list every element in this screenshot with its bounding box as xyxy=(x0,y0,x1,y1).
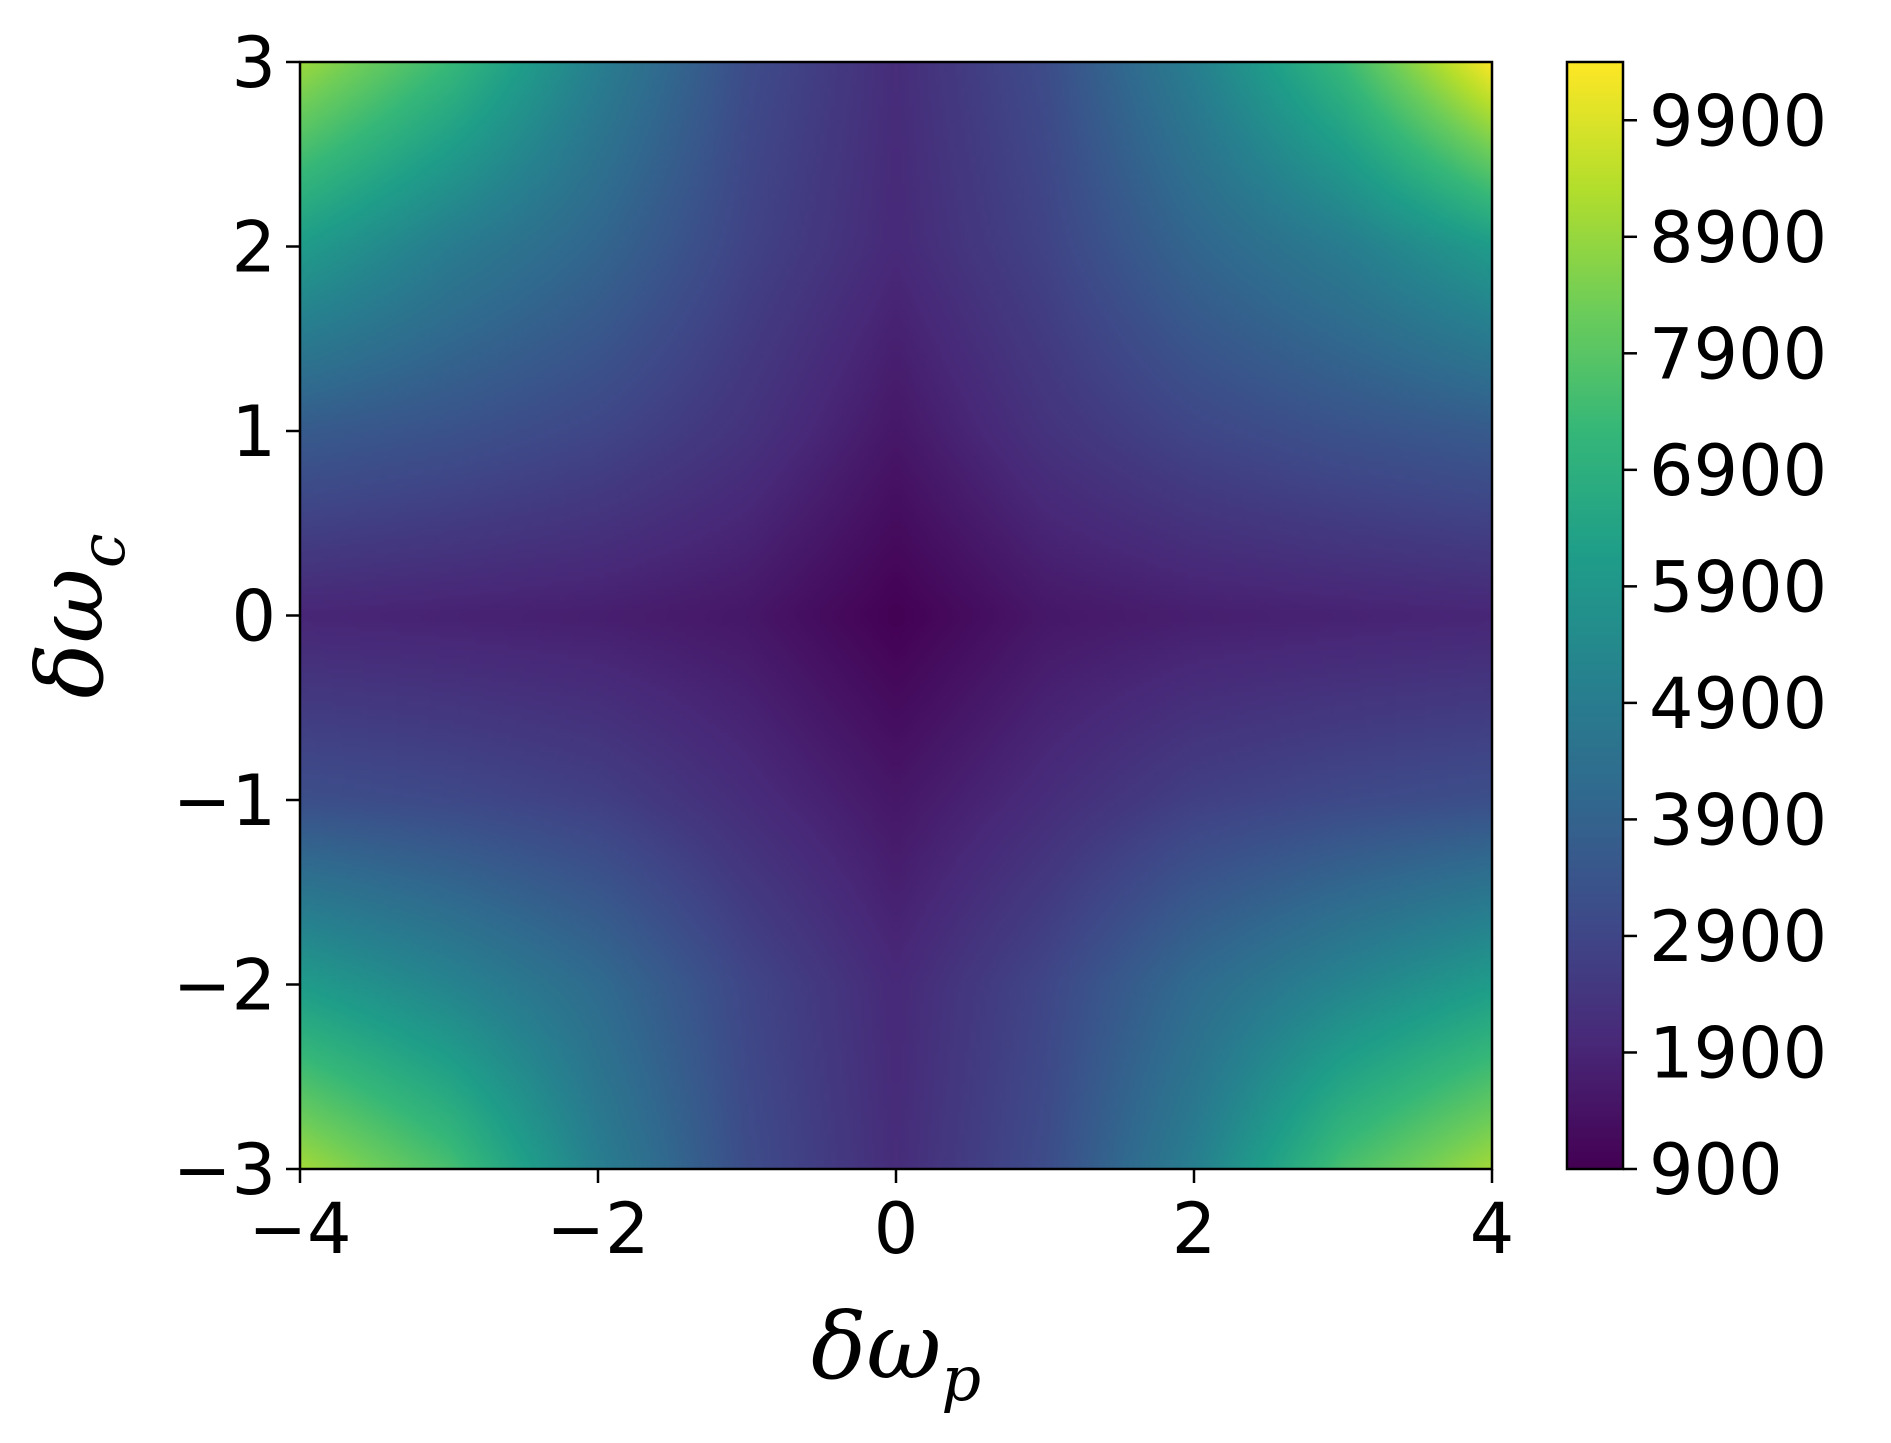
colorbar-tick-label: 900 xyxy=(1649,1129,1783,1211)
colorbar-tick-label: 3900 xyxy=(1649,779,1827,861)
y-tick-label: 3 xyxy=(231,22,276,104)
x-axis: −4 −2 0 2 4 xyxy=(248,1169,1514,1270)
colorbar-tick-label: 6900 xyxy=(1649,430,1827,512)
y-axis-label: δωc xyxy=(17,533,139,698)
y-tick-label: 0 xyxy=(231,576,276,658)
colorbar-tick-label: 9900 xyxy=(1649,80,1827,162)
colorbar-ticks: 900 1900 2900 3900 4900 5900 6900 7900 8900 9900 xyxy=(1623,80,1827,1211)
x-tick-label: 2 xyxy=(1172,1188,1217,1270)
y-tick-label: 2 xyxy=(231,207,276,289)
x-axis-label-subscript: p xyxy=(941,1342,981,1415)
colorbar-tick-label: 8900 xyxy=(1649,197,1827,279)
y-tick-label: −3 xyxy=(173,1129,276,1211)
colorbar-tick-label: 5900 xyxy=(1649,546,1827,628)
x-axis-label: δωp xyxy=(811,1293,981,1415)
y-axis-label-subscript: c xyxy=(66,533,139,568)
colorbar-tick-label: 2900 xyxy=(1649,896,1827,978)
colorbar: 900 1900 2900 3900 4900 5900 6900 7900 8900 9900 xyxy=(1565,60,1827,1211)
x-tick-label: 4 xyxy=(1470,1188,1515,1270)
x-tick-label: −4 xyxy=(248,1188,351,1270)
y-axis: −3 −2 −1 0 1 2 3 xyxy=(173,22,300,1211)
heatmap-surface xyxy=(300,62,1492,1169)
colorbar-tick-label: 7900 xyxy=(1649,313,1827,395)
colorbar-gradient xyxy=(1567,62,1623,1169)
y-tick-label: 1 xyxy=(231,391,276,473)
y-tick-label: −1 xyxy=(173,760,276,842)
x-tick-label: 0 xyxy=(874,1188,919,1270)
x-axis-label-base: δω xyxy=(811,1293,941,1400)
x-tick-label: −2 xyxy=(546,1188,649,1270)
colorbar-frame xyxy=(1565,60,1625,1171)
colorbar-tick-label: 1900 xyxy=(1649,1012,1827,1094)
colorbar-tick-label: 4900 xyxy=(1649,663,1827,745)
y-axis-label-base: δω xyxy=(17,568,124,698)
y-tick-label: −2 xyxy=(173,945,276,1027)
plot-area xyxy=(300,62,1492,1169)
